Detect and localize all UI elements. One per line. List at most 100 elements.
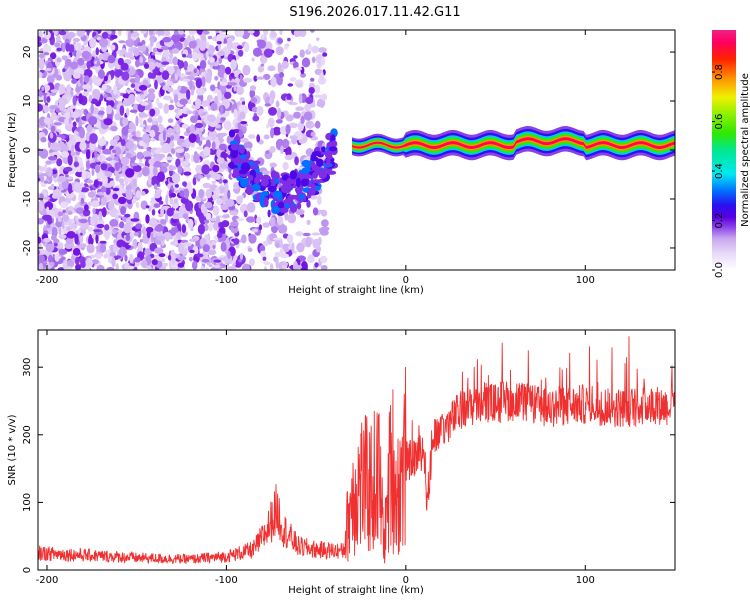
colorbar: 0.0 0.2 0.4 0.6 0.8 Normalized spectral ampl…: [712, 30, 750, 278]
noise-blob: [50, 234, 57, 241]
noise-blob: [294, 67, 303, 71]
noise-blob: [190, 115, 198, 123]
noise-blob: [138, 140, 145, 147]
noise-blob: [233, 108, 238, 119]
noise-blob: [186, 71, 192, 75]
noise-blob: [199, 60, 207, 70]
noise-blob: [135, 190, 141, 199]
noise-blob: [111, 257, 116, 268]
noise-blob: [92, 207, 96, 215]
noise-blob: [133, 47, 140, 57]
noise-blob: [52, 188, 62, 199]
noise-blob: [51, 116, 58, 121]
noise-blob: [110, 34, 118, 40]
noise-blob: [272, 126, 282, 136]
noise-blob: [100, 163, 108, 171]
noise-blob: [86, 243, 95, 254]
transition-blob: [228, 129, 236, 138]
noise-blob: [198, 40, 207, 51]
noise-blob: [314, 94, 323, 98]
noise-blob: [195, 253, 204, 258]
noise-blob: [121, 126, 129, 136]
noise-blob: [207, 126, 214, 132]
noise-blob: [49, 261, 55, 267]
noise-blob: [60, 256, 66, 261]
noise-blob: [91, 200, 100, 208]
transition-blob: [301, 159, 311, 168]
noise-blob: [162, 130, 166, 142]
noise-blob: [53, 122, 63, 126]
noise-blob: [96, 191, 105, 196]
noise-blob: [316, 63, 322, 69]
noise-blob: [181, 224, 187, 234]
noise-blob: [238, 104, 246, 112]
noise-blob: [201, 76, 206, 88]
noise-blob: [122, 117, 129, 126]
noise-blob: [46, 206, 50, 214]
noise-blob: [50, 89, 59, 93]
noise-blob: [227, 266, 237, 270]
noise-blob: [57, 211, 64, 217]
noise-blob: [295, 106, 305, 111]
noise-blob: [178, 59, 182, 70]
noise-blob: [92, 77, 102, 86]
noise-blob: [314, 262, 319, 268]
noise-blob: [275, 100, 280, 108]
transition-blob: [296, 202, 302, 210]
spectrogram-region-0: [38, 30, 243, 270]
noise-blob: [286, 93, 292, 101]
noise-blob: [195, 78, 203, 89]
noise-blob: [145, 126, 149, 130]
noise-blob: [154, 149, 162, 155]
noise-blob: [138, 84, 148, 91]
noise-blob: [113, 229, 118, 234]
noise-blob: [142, 133, 150, 144]
noise-blob: [115, 175, 120, 182]
noise-blob: [225, 66, 232, 75]
noise-blob: [48, 254, 53, 264]
noise-blob: [243, 210, 248, 218]
noise-blob: [157, 123, 165, 133]
noise-blob: [276, 107, 282, 119]
noise-blob: [75, 207, 85, 214]
noise-blob: [205, 139, 211, 149]
noise-blob: [239, 252, 244, 260]
noise-blob: [182, 53, 187, 58]
noise-blob: [114, 59, 118, 69]
noise-blob: [167, 118, 174, 123]
noise-blob: [241, 263, 251, 270]
noise-blob: [45, 67, 52, 72]
noise-blob: [256, 216, 262, 225]
noise-blob: [210, 102, 218, 112]
noise-blob: [116, 239, 125, 248]
noise-blob: [262, 170, 270, 176]
noise-blob: [153, 158, 159, 162]
noise-blob: [182, 213, 189, 220]
noise-blob: [156, 30, 165, 36]
noise-blob: [38, 90, 43, 98]
noise-blob: [203, 146, 211, 157]
noise-blob: [285, 146, 292, 158]
noise-blob: [174, 131, 180, 141]
noise-blob: [93, 179, 99, 188]
noise-blob: [188, 40, 197, 49]
noise-blob: [73, 161, 80, 168]
noise-blob: [267, 209, 271, 218]
noise-blob: [192, 245, 199, 256]
noise-blob: [188, 133, 197, 143]
noise-blob: [140, 191, 146, 196]
noise-blob: [72, 37, 81, 43]
noise-blob: [46, 75, 55, 84]
noise-blob: [172, 215, 178, 220]
noise-blob: [219, 104, 224, 115]
noise-blob: [275, 258, 279, 269]
noise-blob: [240, 137, 249, 143]
noise-blob: [205, 72, 212, 84]
noise-blob: [56, 47, 62, 52]
noise-blob: [60, 151, 70, 158]
noise-blob: [237, 49, 244, 57]
noise-blob: [211, 141, 216, 151]
noise-blob: [154, 191, 161, 199]
noise-blob: [147, 117, 153, 123]
noise-blob: [47, 156, 58, 161]
